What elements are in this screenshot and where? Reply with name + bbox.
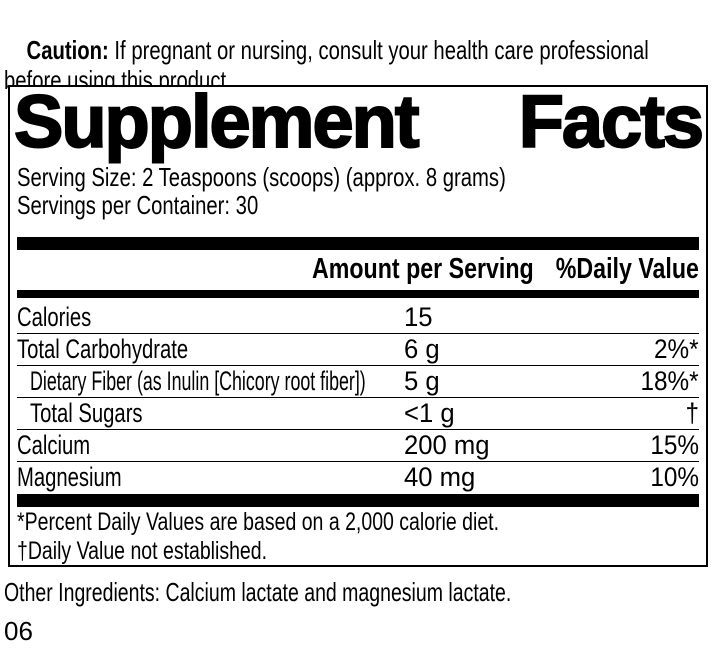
servings-per-container: Servings per Container: 30	[17, 190, 259, 220]
footnote-daily-value-not-established: †Daily Value not established.	[17, 537, 268, 565]
other-ingredients: Other Ingredients: Calcium lactate and m…	[4, 577, 680, 607]
nutrient-daily-value: 2%*	[654, 334, 699, 364]
table-row-calcium: Calcium 200 mg 15%	[17, 430, 699, 462]
title-word-facts: Facts	[518, 80, 705, 163]
panel-title: Supplement Facts	[13, 80, 705, 163]
bottom-code: 06	[4, 616, 33, 646]
other-ingredients-text: Other Ingredients: Calcium lactate and m…	[4, 577, 512, 607]
nutrient-name: Dietary Fiber (as Inulin [Chicory root f…	[30, 366, 366, 396]
nutrient-name: Total Sugars	[30, 398, 143, 428]
supplement-facts-panel: Supplement Facts Serving Size: 2 Teaspoo…	[8, 80, 708, 567]
amount-header: Amount per Serving	[312, 253, 534, 285]
serving-info: Serving Size: 2 Teaspoons (scoops) (appr…	[17, 163, 644, 219]
title-word-supplement: Supplement	[13, 80, 420, 163]
daily-value-header: %Daily Value	[555, 253, 699, 285]
table-header-row: Amount per Serving %Daily Value	[17, 249, 699, 290]
footnote-percent-daily-value: *Percent Daily Values are based on a 2,0…	[17, 508, 500, 536]
nutrient-daily-value: †	[685, 398, 699, 428]
thick-divider-bottom	[17, 494, 699, 507]
thick-divider-top	[17, 237, 699, 250]
nutrient-name: Total Carbohydrate	[17, 334, 189, 364]
nutrient-daily-value: 15%	[650, 430, 699, 460]
nutrient-amount: 6 g	[404, 334, 440, 364]
table-row-calories: Calories 15	[17, 302, 699, 334]
nutrient-daily-value: 18%*	[640, 366, 699, 396]
nutrient-amount: 5 g	[404, 366, 440, 396]
table-row-magnesium: Magnesium 40 mg 10%	[17, 462, 699, 494]
table-row-total-sugars: Total Sugars <1 g †	[17, 398, 699, 430]
nutrition-table: Calories 15 Total Carbohydrate 6 g 2%* D…	[17, 302, 699, 494]
nutrient-name: Calories	[17, 302, 92, 332]
footnotes: *Percent Daily Values are based on a 2,0…	[17, 508, 699, 566]
table-row-dietary-fiber: Dietary Fiber (as Inulin [Chicory root f…	[17, 366, 699, 398]
nutrient-daily-value: 10%	[650, 462, 699, 492]
nutrient-amount: <1 g	[404, 398, 455, 428]
table-row-total-carbohydrate: Total Carbohydrate 6 g 2%*	[17, 334, 699, 366]
serving-size: Serving Size: 2 Teaspoons (scoops) (appr…	[17, 162, 506, 192]
medium-divider-header	[17, 290, 699, 298]
nutrient-amount: 200 mg	[404, 430, 490, 460]
nutrient-amount: 15	[404, 302, 433, 332]
caution-label: Caution:	[26, 35, 109, 65]
nutrient-amount: 40 mg	[404, 462, 476, 492]
nutrient-name: Calcium	[17, 430, 91, 460]
nutrient-name: Magnesium	[17, 462, 122, 492]
